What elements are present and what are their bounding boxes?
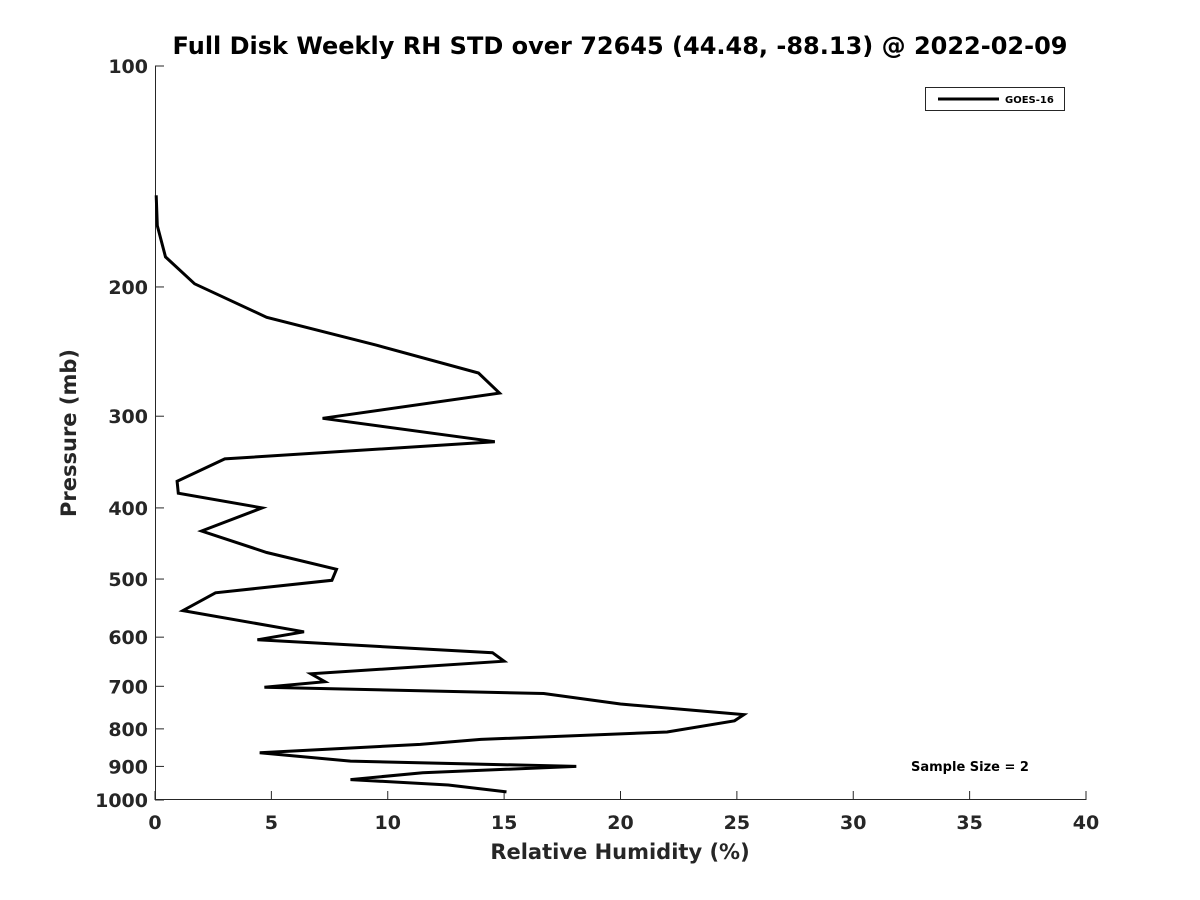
x-axis-label: Relative Humidity (%): [490, 840, 749, 864]
y-tick-label: 500: [108, 569, 148, 591]
y-tick-labels: 100 200 300 400 500 600 700 800 900 1000: [95, 56, 148, 812]
x-tick-label: 5: [265, 812, 278, 834]
sample-size-annotation: Sample Size = 2: [911, 760, 1029, 775]
y-tick-label: 100: [108, 56, 148, 78]
y-tick-label: 300: [108, 406, 148, 428]
x-tick-label: 20: [607, 812, 633, 834]
y-tick-label: 400: [108, 498, 148, 520]
y-tick-label: 200: [108, 277, 148, 299]
y-tick-label: 1000: [95, 790, 148, 812]
x-tick-label: 10: [375, 812, 401, 834]
legend-entry-goes16: GOES-16: [1005, 95, 1054, 106]
x-tick-labels: 0 5 10 15 20 25 30 35 40: [148, 812, 1099, 834]
series-line-goes16: [154, 195, 749, 794]
y-tick-label: 800: [108, 719, 148, 741]
x-tick-label: 0: [148, 812, 161, 834]
x-tick-label: 35: [956, 812, 982, 834]
chart-title: Full Disk Weekly RH STD over 72645 (44.4…: [173, 32, 1068, 60]
x-tick-label: 15: [491, 812, 517, 834]
y-tick-label: 700: [108, 676, 148, 698]
legend: GOES-16: [925, 87, 1065, 111]
y-axis-label: Pressure (mb): [57, 349, 81, 517]
x-tick-label: 40: [1073, 812, 1099, 834]
y-tick-label: 600: [108, 627, 148, 649]
axis-ticks: [154, 65, 1087, 801]
x-tick-label: 25: [724, 812, 750, 834]
y-tick-label: 900: [108, 756, 148, 778]
x-tick-label: 30: [840, 812, 866, 834]
